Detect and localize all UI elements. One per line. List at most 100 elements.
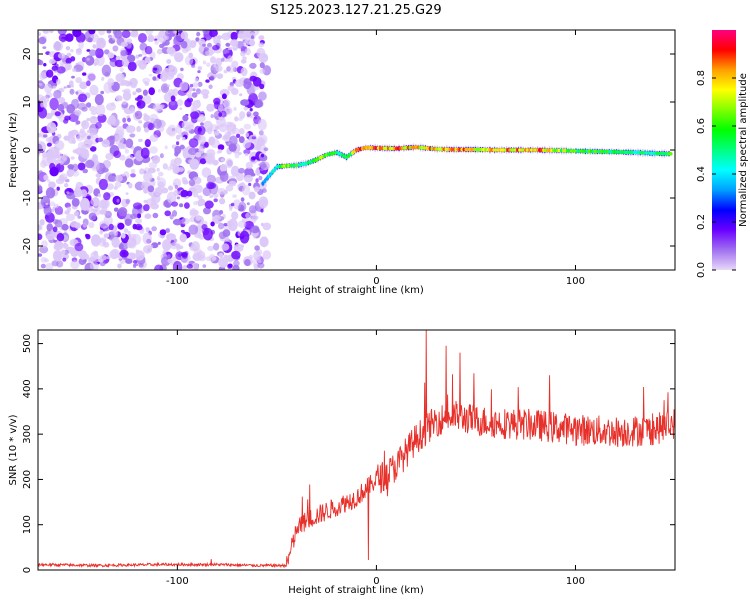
trace-core	[273, 167, 277, 171]
noise-blob	[249, 108, 253, 112]
noise-blob	[257, 138, 263, 146]
noise-blob	[237, 33, 242, 39]
trace-core	[269, 172, 273, 176]
noise-blob	[193, 184, 203, 194]
noise-blob	[138, 59, 147, 70]
noise-blob	[223, 99, 231, 109]
noise-blob	[49, 97, 59, 111]
noise-blob	[156, 48, 163, 55]
noise-blob	[50, 112, 55, 116]
noise-blob	[249, 62, 257, 69]
noise-blob	[81, 144, 88, 150]
noise-blob	[159, 153, 164, 159]
noise-blob	[234, 79, 244, 88]
noise-blob	[202, 43, 206, 47]
noise-blob	[53, 41, 63, 52]
noise-blob	[182, 114, 189, 122]
noise-blob	[218, 253, 224, 258]
noise-blob	[94, 94, 104, 106]
x-tick-label: 100	[566, 576, 585, 587]
noise-blob	[103, 192, 111, 201]
noise-blob	[191, 92, 198, 98]
noise-blob	[191, 82, 199, 88]
noise-blob	[77, 215, 82, 219]
noise-blob	[50, 201, 56, 207]
noise-blob	[130, 213, 138, 219]
noise-blob	[96, 37, 106, 49]
noise-blob	[258, 130, 264, 136]
noise-blob	[97, 113, 107, 123]
noise-blob	[98, 178, 108, 191]
noise-blob	[66, 206, 72, 213]
noise-blob	[136, 125, 142, 133]
noise-blob	[138, 33, 147, 43]
noise-blob	[210, 56, 216, 64]
noise-blob	[127, 117, 131, 123]
noise-blob	[99, 209, 107, 215]
noise-blob	[243, 149, 251, 155]
noise-blob	[222, 229, 231, 238]
noise-blob	[162, 239, 172, 252]
noise-blob	[256, 173, 260, 176]
noise-blob	[218, 112, 223, 117]
noise-blob	[51, 260, 59, 267]
noise-blob	[143, 199, 148, 204]
noise-blob	[130, 33, 135, 37]
noise-blob	[182, 253, 188, 259]
noise-blob	[205, 79, 210, 83]
noise-blob	[42, 46, 47, 49]
noise-blob	[208, 136, 216, 146]
noise-blob	[257, 262, 265, 269]
noise-blob	[58, 33, 68, 42]
noise-blob	[72, 68, 77, 73]
noise-blob	[109, 135, 115, 140]
noise-blob	[188, 179, 196, 187]
noise-blob	[169, 65, 178, 76]
trace-core	[265, 177, 269, 181]
noise-blob	[167, 258, 173, 264]
noise-blob	[253, 111, 259, 117]
noise-blob	[102, 241, 107, 246]
noise-blob	[45, 202, 49, 205]
noise-blob	[92, 154, 98, 160]
noise-blob	[56, 186, 60, 191]
noise-blob	[172, 218, 183, 226]
x-tick-label: -100	[166, 576, 189, 587]
noise-blob	[206, 103, 215, 112]
noise-blob	[139, 168, 145, 175]
noise-blob	[237, 152, 242, 155]
noise-blob	[205, 181, 215, 190]
noise-blob	[208, 84, 213, 90]
noise-blob	[218, 257, 229, 268]
noise-blob	[137, 94, 143, 100]
noise-blob	[70, 260, 80, 269]
noise-blob	[207, 245, 215, 251]
noise-blob	[250, 225, 260, 234]
noise-blob	[70, 48, 74, 53]
noise-blob	[56, 66, 66, 74]
noise-blob	[125, 80, 132, 87]
noise-blob	[170, 95, 176, 102]
noise-blob	[259, 161, 267, 169]
noise-blob	[218, 123, 228, 133]
noise-blob	[120, 208, 125, 212]
noise-blob	[53, 89, 62, 99]
noise-blob	[115, 73, 125, 83]
noise-blob	[251, 215, 259, 221]
noise-blob	[121, 232, 126, 239]
noise-blob	[258, 42, 265, 48]
noise-blob	[246, 202, 250, 206]
noise-blob	[85, 233, 89, 238]
noise-blob	[90, 251, 99, 261]
noise-blob	[87, 135, 91, 140]
noise-blob	[129, 133, 136, 138]
noise-blob	[253, 186, 260, 193]
noise-blob	[107, 52, 115, 59]
noise-blob	[203, 120, 213, 133]
colorbar-tick-label: 0.0	[696, 262, 707, 278]
noise-blob	[77, 102, 87, 110]
noise-blob	[127, 237, 137, 248]
noise-blob	[133, 260, 138, 264]
noise-blob	[75, 91, 79, 95]
noise-blob	[157, 241, 161, 245]
